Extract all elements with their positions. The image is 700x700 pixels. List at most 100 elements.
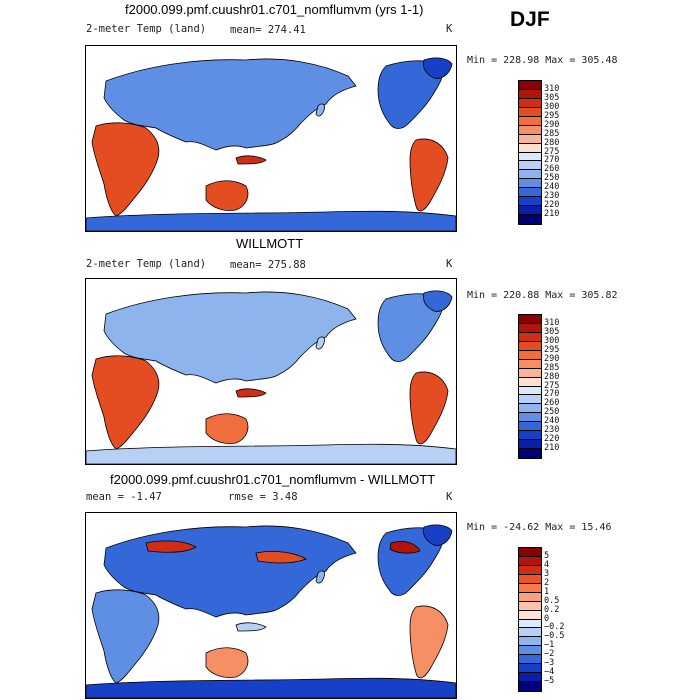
colorbar-swatch — [519, 637, 541, 647]
colorbar-swatch — [519, 655, 541, 665]
colorbar-tick-label: 3 — [544, 568, 550, 579]
panel1-title: f2000.099.pmf.cuushr01.c701_nomflumvm (y… — [125, 2, 424, 17]
colorbar-tick-label: 250 — [544, 407, 560, 418]
colorbar-tick-label: −0.5 — [544, 631, 565, 642]
colorbar-swatch — [519, 583, 541, 593]
colorbar-tick-label: −0.2 — [544, 622, 565, 633]
indonesia-landmass — [235, 155, 267, 165]
panel2-map — [85, 278, 457, 465]
colorbar-swatch — [519, 395, 541, 405]
australia-landmass — [205, 180, 249, 211]
antarctica-landmass — [86, 677, 456, 698]
eurasia-landmass — [103, 58, 357, 151]
colorbar-tick-label: 300 — [544, 335, 560, 346]
colorbar-tick-label: 275 — [544, 380, 560, 391]
colorbar-tick-label: 305 — [544, 326, 560, 337]
panel3-title: f2000.099.pmf.cuushr01.c701_nomflumvm - … — [110, 472, 436, 487]
panel1-mean-label: mean= 274.41 — [230, 24, 306, 36]
colorbar-swatch — [519, 413, 541, 423]
colorbar-swatch — [519, 134, 541, 144]
colorbar-swatch — [519, 368, 541, 378]
panel3-mean-label: mean = -1.47 — [86, 491, 162, 503]
panel2-title: WILLMOTT — [236, 236, 304, 251]
colorbar-swatch — [519, 116, 541, 126]
colorbar-tick-label: 210 — [544, 209, 560, 220]
colorbar-swatch — [519, 98, 541, 108]
colorbar-swatch — [519, 341, 541, 351]
colorbar-tick-label: 0.5 — [544, 595, 560, 606]
panel1-unit-label: K — [446, 23, 453, 35]
colorbar-swatch — [519, 619, 541, 629]
colorbar-swatch — [519, 565, 541, 575]
colorbar-swatch — [519, 350, 541, 360]
indonesia-landmass — [235, 622, 267, 632]
colorbar-swatch — [519, 646, 541, 656]
australia-landmass — [205, 647, 249, 678]
panel2-unit-label: K — [446, 258, 453, 270]
panel1-minmax: Min = 228.98 Max = 305.48 — [467, 55, 618, 66]
colorbar-tick-label: −3 — [544, 658, 555, 669]
panel3-colorbar — [518, 547, 542, 692]
colorbar-tick-label: 295 — [544, 344, 560, 355]
africa-landmass — [91, 122, 160, 217]
colorbar-tick-label: −4 — [544, 667, 555, 678]
panel2-minmax: Min = 220.88 Max = 305.82 — [467, 290, 618, 301]
colorbar-tick-label: 305 — [544, 92, 560, 103]
colorbar-swatch — [519, 592, 541, 602]
colorbar-swatch — [519, 197, 541, 207]
colorbar-swatch — [519, 422, 541, 432]
colorbar-swatch — [519, 386, 541, 396]
colorbar-swatch — [519, 359, 541, 369]
colorbar-swatch — [519, 215, 541, 224]
colorbar-swatch — [519, 323, 541, 333]
colorbar-tick-label: 295 — [544, 110, 560, 121]
colorbar-swatch — [519, 628, 541, 638]
colorbar-swatch — [519, 440, 541, 450]
colorbar-swatch — [519, 179, 541, 189]
colorbar-swatch — [519, 682, 541, 691]
africa-landmass — [91, 355, 160, 450]
colorbar-tick-label: 260 — [544, 164, 560, 175]
colorbar-tick-label: 285 — [544, 128, 560, 139]
colorbar-tick-label: 5 — [544, 550, 550, 561]
colorbar-tick-label: 220 — [544, 434, 560, 445]
eurasia-landmass — [103, 291, 357, 384]
colorbar-tick-label: 275 — [544, 146, 560, 157]
colorbar-tick-label: 210 — [544, 443, 560, 454]
greenland-landmass — [423, 57, 453, 79]
colorbar-swatch — [519, 673, 541, 683]
antarctica-landmass — [86, 443, 456, 464]
panel3-map — [85, 512, 457, 699]
colorbar-swatch — [519, 404, 541, 414]
colorbar-swatch — [519, 332, 541, 342]
colorbar-tick-label: 310 — [544, 83, 560, 94]
panel3-unit-label: K — [446, 491, 453, 503]
japan-landmass — [315, 103, 325, 117]
anomaly-patch — [255, 551, 307, 564]
colorbar-swatch — [519, 143, 541, 153]
colorbar-tick-label: 220 — [544, 200, 560, 211]
colorbar-swatch — [519, 206, 541, 216]
panel3-minmax: Min = -24.62 Max = 15.46 — [467, 522, 612, 533]
samerica-landmass — [409, 138, 449, 212]
japan-landmass — [315, 570, 325, 584]
colorbar-tick-label: 280 — [544, 137, 560, 148]
panel3-rmse-label: rmse = 3.48 — [228, 491, 298, 503]
colorbar-swatch — [519, 107, 541, 117]
season-label: DJF — [510, 8, 550, 31]
anomaly-patch — [145, 540, 197, 553]
colorbar-tick-label: 290 — [544, 353, 560, 364]
world-map — [86, 524, 456, 698]
colorbar-tick-label: 280 — [544, 371, 560, 382]
colorbar-tick-label: 260 — [544, 398, 560, 409]
colorbar-swatch — [519, 81, 541, 90]
colorbar-tick-label: 240 — [544, 182, 560, 193]
colorbar-tick-label: 4 — [544, 559, 550, 570]
panel2-variable-label: 2-meter Temp (land) — [86, 258, 207, 270]
colorbar-tick-label: 0.2 — [544, 604, 560, 615]
panel2-colorbar — [518, 314, 542, 459]
colorbar-swatch — [519, 574, 541, 584]
japan-landmass — [315, 336, 325, 350]
antarctica-landmass — [86, 210, 456, 231]
colorbar-tick-label: 300 — [544, 101, 560, 112]
